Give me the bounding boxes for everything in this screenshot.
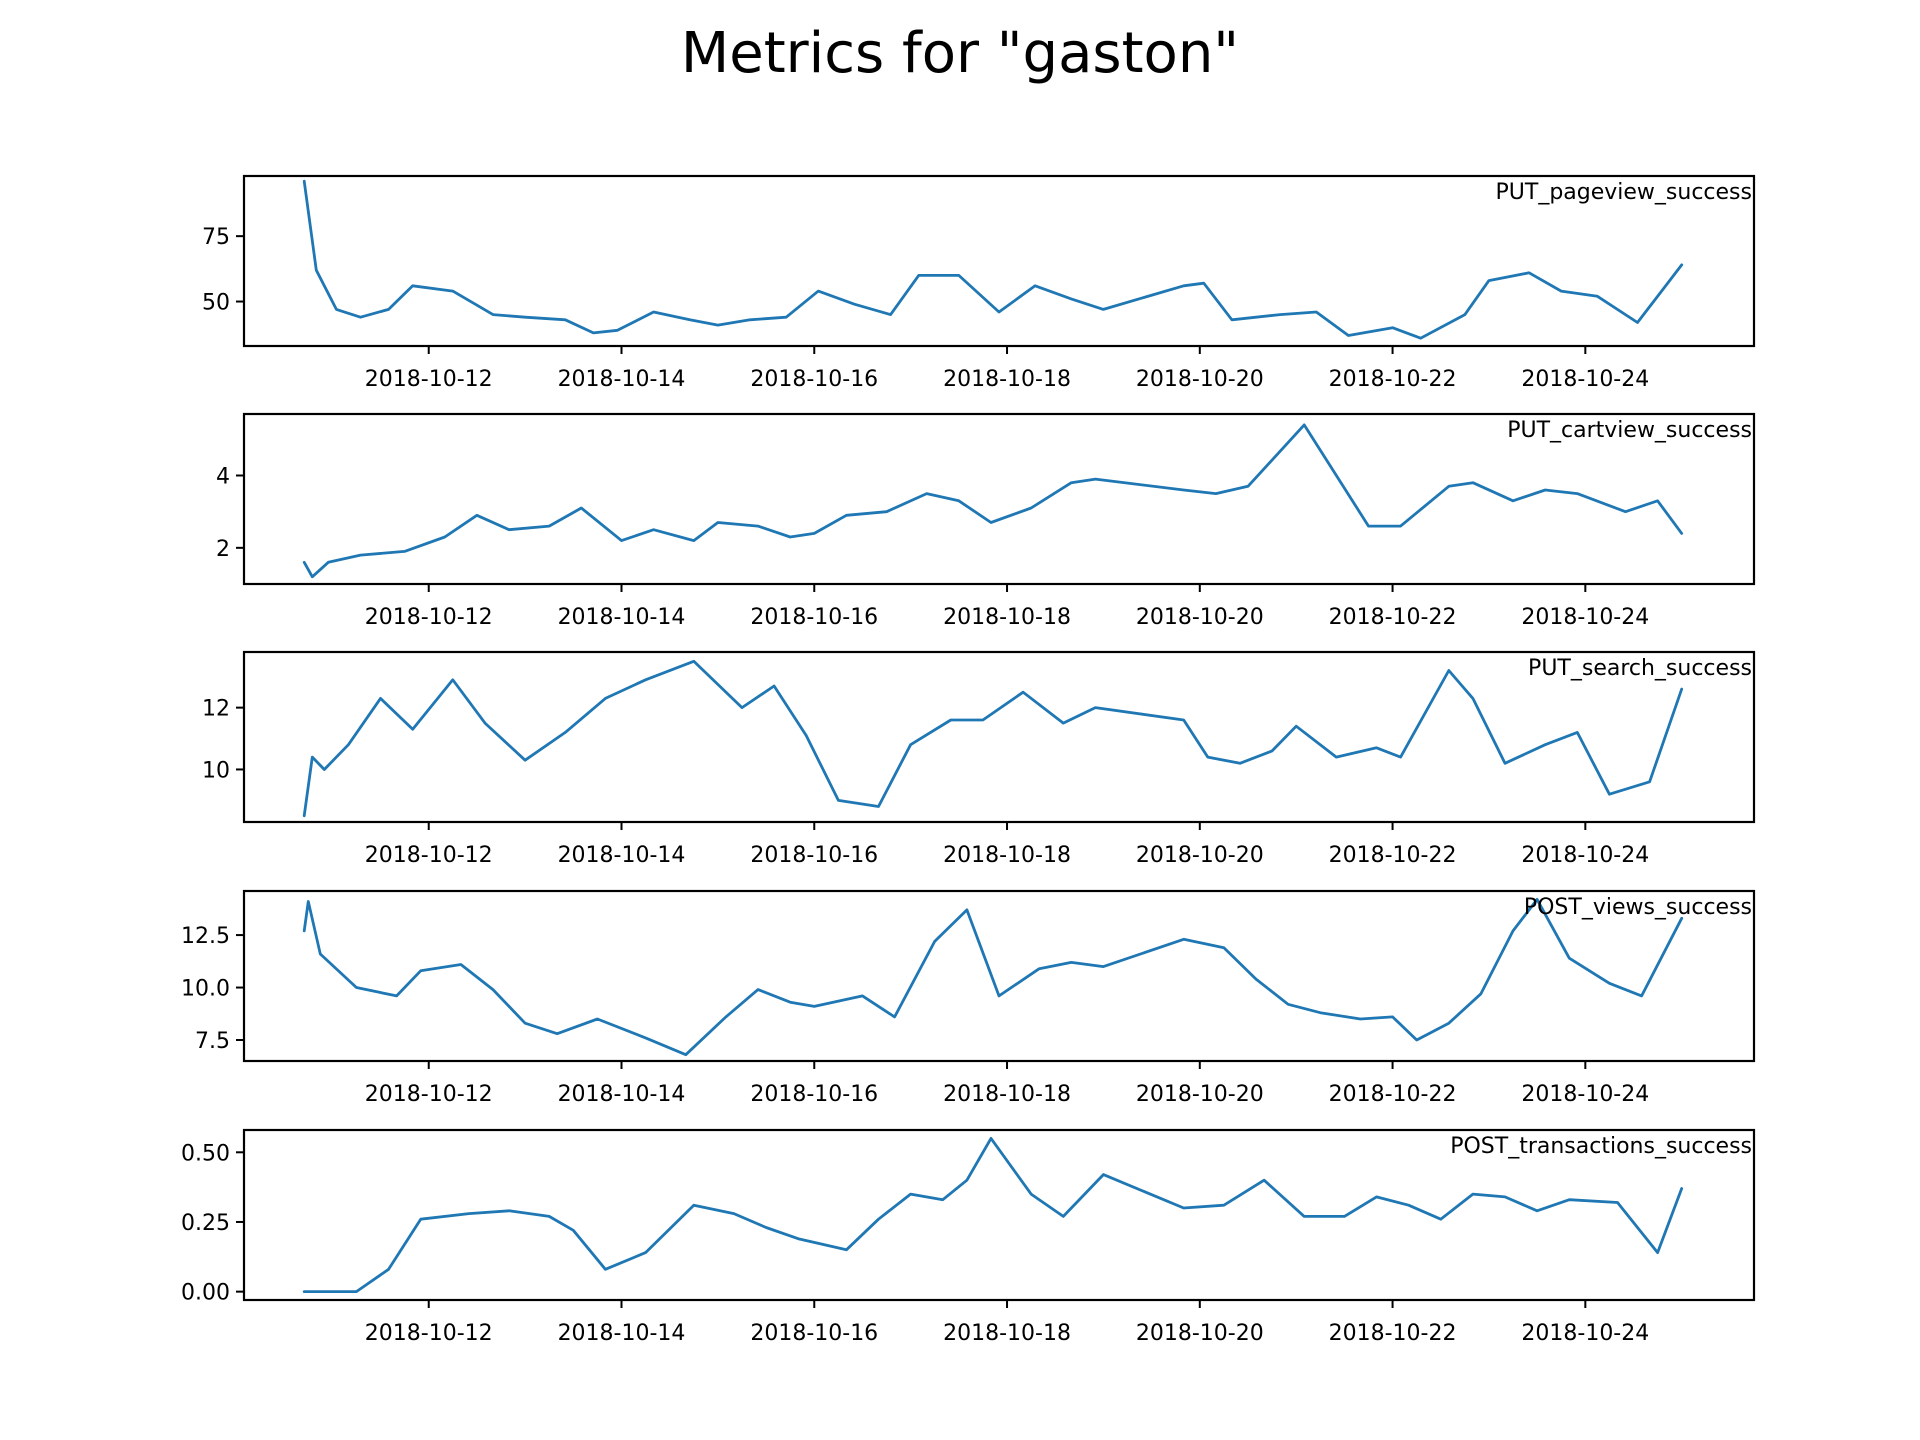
x-tick-label: 2018-10-24 <box>1521 843 1649 868</box>
subplot-POST_views_success: POST_views_success 2018-10-12 2018-10-14 20… <box>181 889 1756 1107</box>
axes-frame <box>242 412 1756 586</box>
x-tick-label: 2018-10-18 <box>943 367 1071 392</box>
x-tick-label: 2018-10-24 <box>1521 1321 1649 1346</box>
x-tick-label: 2018-10-18 <box>943 1082 1071 1107</box>
y-tick-label: 12 <box>202 697 230 722</box>
subplot-POST_transactions_success: POST_transactions_success 2018-10-12 2018-… <box>181 1128 1756 1346</box>
x-tick-label: 2018-10-14 <box>558 843 686 868</box>
x-tick-label: 2018-10-16 <box>750 1321 878 1346</box>
y-tick-label: 4 <box>216 464 230 489</box>
x-tick-label: 2018-10-14 <box>558 1082 686 1107</box>
y-tick-label: 10 <box>202 758 230 783</box>
x-tick-label: 2018-10-20 <box>1136 1321 1264 1346</box>
y-tick-label: 50 <box>202 291 230 316</box>
x-tick-label: 2018-10-12 <box>365 843 493 868</box>
series-line-PUT_cartview_success <box>302 423 1684 579</box>
x-tick-label: 2018-10-14 <box>558 367 686 392</box>
x-tick-label: 2018-10-22 <box>1329 843 1457 868</box>
panel-label: POST_transactions_success <box>1450 1134 1752 1159</box>
x-tick-label: 2018-10-24 <box>1521 1082 1649 1107</box>
x-tick-label: 2018-10-22 <box>1329 1082 1457 1107</box>
x-tick-label: 2018-10-24 <box>1521 367 1649 392</box>
y-tick-label: 12.5 <box>181 924 230 949</box>
subplot-PUT_cartview_success: PUT_cartview_success 2018-10-12 2018-10-14… <box>216 412 1756 630</box>
series-line-PUT_pageview_success <box>302 179 1684 340</box>
x-tick-label: 2018-10-12 <box>365 367 493 392</box>
series-line-PUT_search_success <box>302 659 1684 818</box>
axes-frame <box>242 650 1756 824</box>
x-tick-label: 2018-10-20 <box>1136 367 1264 392</box>
axes-frame <box>242 1128 1756 1302</box>
x-tick-label: 2018-10-16 <box>750 605 878 630</box>
x-tick-label: 2018-10-12 <box>365 1321 493 1346</box>
panel-label: PUT_pageview_success <box>1496 180 1752 205</box>
y-tick-label: 0.50 <box>181 1141 230 1166</box>
x-tick-label: 2018-10-18 <box>943 605 1071 630</box>
y-tick-label: 75 <box>202 225 230 250</box>
axes-frame <box>242 889 1756 1063</box>
x-tick-label: 2018-10-24 <box>1521 605 1649 630</box>
x-tick-label: 2018-10-16 <box>750 843 878 868</box>
x-tick-label: 2018-10-16 <box>750 1082 878 1107</box>
x-tick-label: 2018-10-20 <box>1136 605 1264 630</box>
figure-title: Metrics for "gaston" <box>681 21 1239 86</box>
x-tick-label: 2018-10-20 <box>1136 1082 1264 1107</box>
series-line-POST_transactions_success <box>302 1137 1684 1293</box>
series-line-POST_views_success <box>302 898 1684 1057</box>
x-tick-label: 2018-10-14 <box>558 605 686 630</box>
x-tick-label: 2018-10-18 <box>943 843 1071 868</box>
x-tick-label: 2018-10-20 <box>1136 843 1264 868</box>
x-tick-label: 2018-10-18 <box>943 1321 1071 1346</box>
x-tick-label: 2018-10-22 <box>1329 1321 1457 1346</box>
x-tick-label: 2018-10-12 <box>365 1082 493 1107</box>
panel-label: PUT_cartview_success <box>1507 418 1752 443</box>
x-tick-label: 2018-10-14 <box>558 1321 686 1346</box>
y-tick-label: 2 <box>216 537 230 562</box>
y-tick-label: 7.5 <box>195 1029 230 1054</box>
subplots: PUT_pageview_success 2018-10-12 2018-10-14… <box>181 174 1756 1346</box>
y-tick-label: 10.0 <box>181 977 230 1002</box>
x-tick-label: 2018-10-22 <box>1329 367 1457 392</box>
x-tick-label: 2018-10-12 <box>365 605 493 630</box>
y-tick-label: 0.25 <box>181 1211 230 1236</box>
panel-label: POST_views_success <box>1524 895 1752 920</box>
x-tick-label: 2018-10-16 <box>750 367 878 392</box>
y-tick-label: 0.00 <box>181 1281 230 1306</box>
x-tick-label: 2018-10-22 <box>1329 605 1457 630</box>
subplot-PUT_pageview_success: PUT_pageview_success 2018-10-12 2018-10-14… <box>202 174 1756 392</box>
axes-frame <box>242 174 1756 348</box>
panel-label: PUT_search_success <box>1528 656 1752 681</box>
subplot-PUT_search_success: PUT_search_success 2018-10-12 2018-10-14 20… <box>202 650 1756 868</box>
